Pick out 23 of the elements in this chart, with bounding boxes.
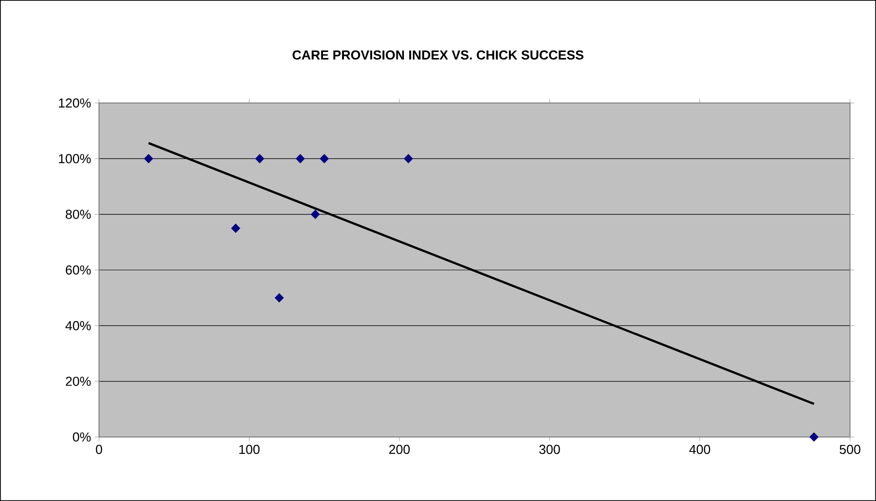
y-tick-label: 60% — [66, 265, 91, 275]
y-tick-label: 40% — [65, 321, 91, 330]
x-tick-label: 400 — [689, 444, 710, 454]
y-tick-label: 80% — [66, 210, 91, 219]
point — [320, 154, 329, 164]
y-tick-label: 120% — [58, 98, 91, 108]
chart-title: CARE PROVISION INDEX VS. CHICK SUCCESS — [292, 50, 584, 60]
point — [231, 224, 240, 233]
point — [809, 432, 819, 442]
point — [274, 293, 284, 303]
y-tick-label: 0% — [72, 432, 91, 442]
x-tick-label: 100 — [239, 444, 260, 454]
y-tick-label: 100% — [58, 154, 91, 164]
point — [144, 154, 154, 164]
point — [404, 154, 414, 164]
x-tick-label: 500 — [840, 444, 860, 454]
point — [310, 210, 320, 220]
x-tick-label: 200 — [389, 444, 410, 454]
point — [255, 154, 264, 164]
x-tick-label: 0 — [96, 444, 102, 454]
y-tick-label: 20% — [66, 376, 91, 386]
x-tick-label: 300 — [539, 444, 560, 454]
point — [296, 154, 305, 164]
